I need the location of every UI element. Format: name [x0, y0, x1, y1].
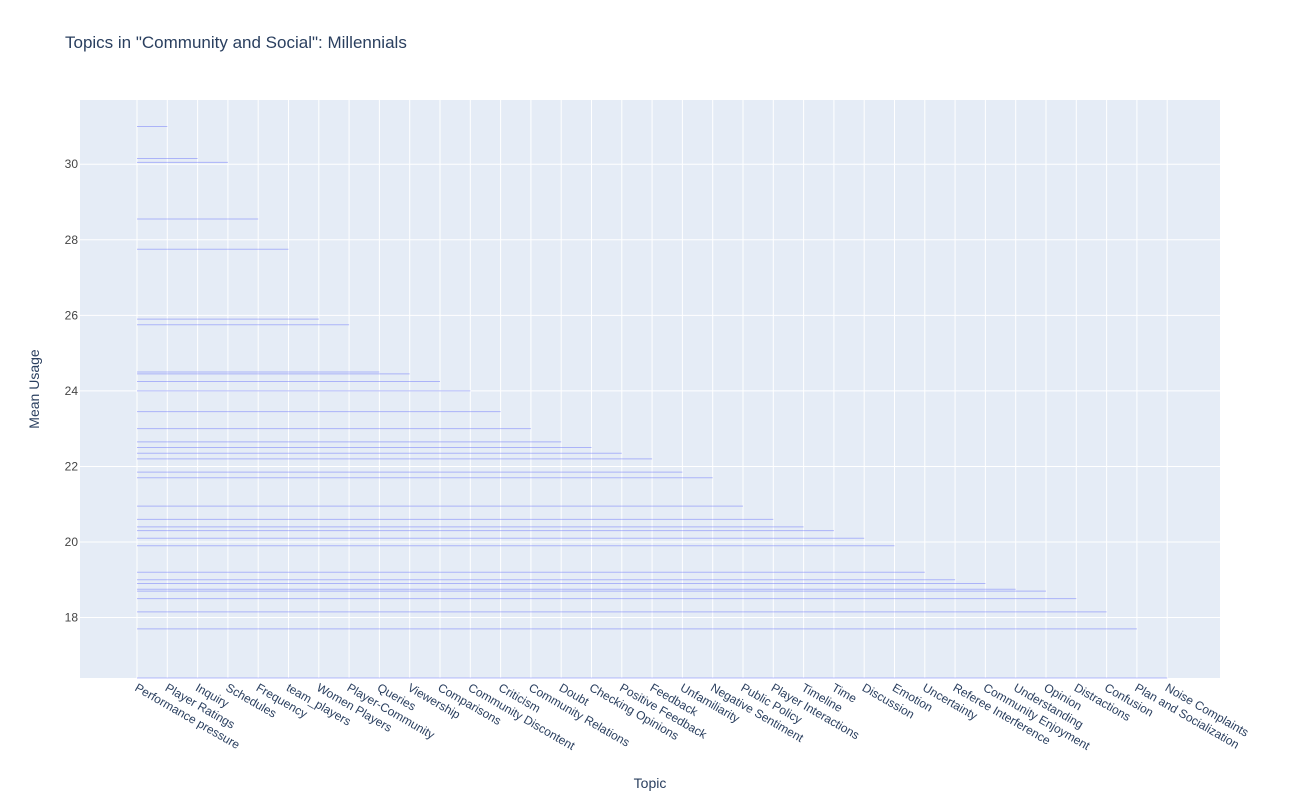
- y-gridlines: [80, 163, 1220, 619]
- y-tick-labels: 18 20 22 24 26 28 30: [65, 157, 79, 624]
- y-tick-label: 18: [65, 611, 79, 625]
- y-tick-label: 30: [65, 157, 79, 171]
- x-axis-title: Topic: [634, 775, 667, 791]
- y-tick-label: 28: [65, 233, 79, 247]
- y-axis-title: Mean Usage: [26, 349, 42, 429]
- data-segments: [137, 125, 1168, 679]
- y-tick-label: 24: [65, 384, 79, 398]
- y-tick-label: 22: [65, 459, 79, 473]
- plot-area: [80, 100, 1220, 678]
- y-tick-label: 26: [65, 308, 79, 322]
- y-tick-label: 20: [65, 535, 79, 549]
- chart-title: Topics in "Community and Social": Millen…: [65, 33, 407, 52]
- x-gridlines: [136, 100, 1168, 678]
